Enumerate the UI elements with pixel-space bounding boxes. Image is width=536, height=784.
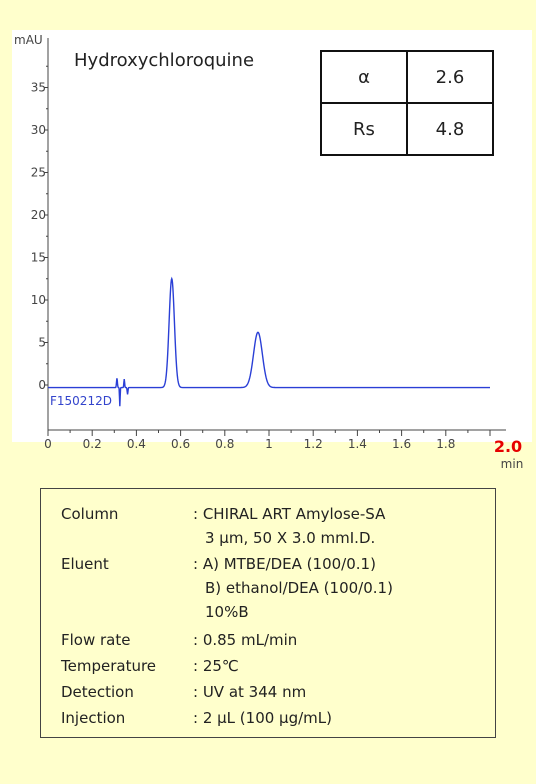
chart-title: Hydroxychloroquine (74, 50, 254, 71)
condition-label: Column (61, 505, 119, 523)
metric-name: α (320, 50, 408, 104)
metric-name: Rs (320, 102, 408, 156)
ticks: 0 5 10 15 20 25 30 35 0 0.2 0.4 0.6 0.8 1 1.2 1.4 1.6 1.8… (31, 65, 524, 470)
x-tick-label: 0.4 (127, 437, 146, 451)
y-tick-label: 30 (31, 123, 46, 137)
condition-label: Temperature (61, 657, 157, 675)
condition-value: : A) MTBE/DEA (100/0.1) (193, 555, 376, 573)
y-tick-label: 10 (31, 293, 46, 307)
condition-value-cont: B) ethanol/DEA (100/0.1) (205, 579, 393, 597)
x-tick-label: 0.8 (215, 437, 234, 451)
condition-value: : CHIRAL ART Amylose-SA (193, 505, 386, 523)
x-tick-label: 1 (265, 437, 273, 451)
condition-label: Detection (61, 683, 134, 701)
condition-temperature: Temperature : 25℃ (61, 655, 239, 677)
x-tick-label: 0.2 (83, 437, 102, 451)
y-tick-label: 5 (38, 336, 46, 350)
condition-eluent: Eluent : A) MTBE/DEA (100/0.1) (61, 553, 376, 575)
x-tick-label: 0 (44, 437, 52, 451)
condition-value: : 2 μL (100 μg/mL) (193, 709, 332, 727)
condition-label: Injection (61, 709, 126, 727)
x-tick-label: 0.6 (171, 437, 190, 451)
run-id-label: F150212D (50, 394, 112, 408)
x-tick-label: 1.2 (304, 437, 323, 451)
condition-column: Column : CHIRAL ART Amylose-SA (61, 503, 385, 525)
x-max-label: 2.0 (494, 437, 522, 456)
metric-row-rs: Rs 4.8 (320, 102, 494, 156)
condition-value: : 0.85 mL/min (193, 631, 298, 649)
y-tick-label: 20 (31, 208, 46, 222)
y-axis-unit: mAU (14, 33, 43, 47)
x-tick-label: 1.6 (392, 437, 411, 451)
trace-group (48, 276, 490, 407)
metrics-table: α 2.6 Rs 4.8 (320, 50, 494, 156)
metric-value: 2.6 (406, 50, 494, 104)
y-tick-label: 25 (31, 166, 46, 180)
condition-value-cont: 10%B (205, 603, 249, 621)
chromatogram-svg: 0 5 10 15 20 25 30 35 0 0.2 0.4 0.6 0.8 1 1.2 1.4 1.6 1.8… (14, 33, 524, 470)
condition-value: : 25℃ (193, 657, 239, 675)
y-tick-label: 0 (38, 378, 46, 392)
y-tick-label: 35 (31, 81, 46, 95)
condition-value-cont: 3 μm, 50 X 3.0 mmI.D. (205, 529, 376, 547)
x-tick-label: 1.4 (348, 437, 367, 451)
conditions-box: Column : CHIRAL ART Amylose-SA 3 μm, 50 X… (40, 488, 496, 738)
y-tick-label: 15 (31, 251, 46, 265)
condition-detection: Detection : UV at 344 nm (61, 681, 306, 703)
x-tick-label: 1.8 (436, 437, 455, 451)
condition-label: Flow rate (61, 631, 131, 649)
x-axis-unit: min (501, 457, 524, 470)
metric-row-alpha: α 2.6 (320, 50, 494, 104)
condition-label: Eluent (61, 555, 109, 573)
condition-injection: Injection : 2 μL (100 μg/mL) (61, 707, 332, 729)
metric-value: 4.8 (406, 102, 494, 156)
condition-flow-rate: Flow rate : 0.85 mL/min (61, 629, 297, 651)
axes (47, 38, 506, 431)
condition-value: : UV at 344 nm (193, 683, 307, 701)
chromatogram-trace (48, 276, 490, 407)
